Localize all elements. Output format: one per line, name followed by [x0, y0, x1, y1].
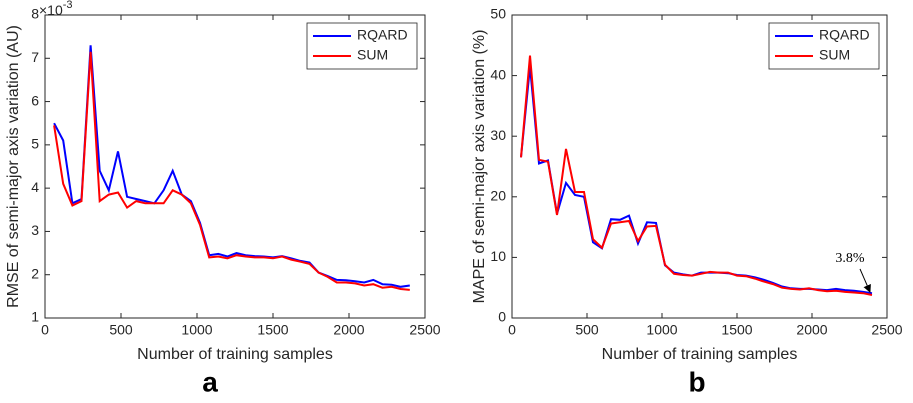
y-tick-label: 30 [490, 127, 506, 143]
y-tick-label: 5 [31, 136, 39, 152]
legend-label: RQARD [819, 27, 870, 43]
y-tick-label: 1 [31, 309, 39, 325]
y-tick-label: 4 [31, 179, 39, 195]
x-axis-title: Number of training samples [602, 346, 798, 363]
annotation-arrow [859, 268, 871, 293]
y-tick-label: 20 [490, 188, 506, 204]
y-scale-exponent: -3 [63, 0, 73, 11]
x-tick-label: 500 [575, 322, 599, 338]
panel-label: a [202, 366, 218, 397]
y-scale-factor: ×10-3 [39, 0, 73, 18]
x-tick-label: 2500 [871, 322, 902, 338]
legend-box [768, 22, 880, 70]
x-tick-label: 500 [109, 322, 133, 338]
legend-label: SUM [819, 47, 850, 63]
y-scale-base: ×10 [39, 2, 63, 18]
y-tick-label: 50 [490, 6, 506, 22]
x-tick-label: 1500 [257, 322, 288, 338]
annotation: 3.8% [835, 251, 865, 266]
y-axis-title: MAPE of semi-major axis variation (%) [471, 30, 488, 304]
series-line [53, 45, 410, 288]
y-tick-label: 7 [31, 49, 39, 65]
y-tick-label: 3 [31, 222, 39, 238]
y-tick-label: 40 [490, 66, 506, 82]
x-tick-label: 0 [508, 322, 516, 338]
x-tick-label: 1000 [181, 322, 212, 338]
axes-box [44, 14, 426, 319]
series-line [53, 51, 410, 291]
x-tick-label: 0 [41, 322, 49, 338]
legend-label: SUM [357, 47, 388, 63]
panel-label: b [688, 366, 705, 397]
legend-box [306, 22, 418, 70]
x-tick-label: 1000 [646, 322, 677, 338]
y-tick-label: 0 [498, 309, 506, 325]
x-tick-label: 2000 [333, 322, 364, 338]
y-tick-label: 6 [31, 92, 39, 108]
series-line [520, 55, 873, 296]
y-tick-label: 8 [31, 6, 39, 22]
x-tick-label: 2000 [796, 322, 827, 338]
y-tick-label: 10 [490, 248, 506, 264]
y-axis-title: RMSE of semi-major axis variation (AU) [5, 25, 22, 308]
x-axis-title: Number of training samples [137, 346, 333, 363]
x-tick-label: 1500 [721, 322, 752, 338]
axes-box [511, 14, 888, 319]
legend-label: RQARD [357, 27, 408, 43]
y-tick-label: 2 [31, 265, 39, 281]
x-tick-label: 2500 [409, 322, 440, 338]
